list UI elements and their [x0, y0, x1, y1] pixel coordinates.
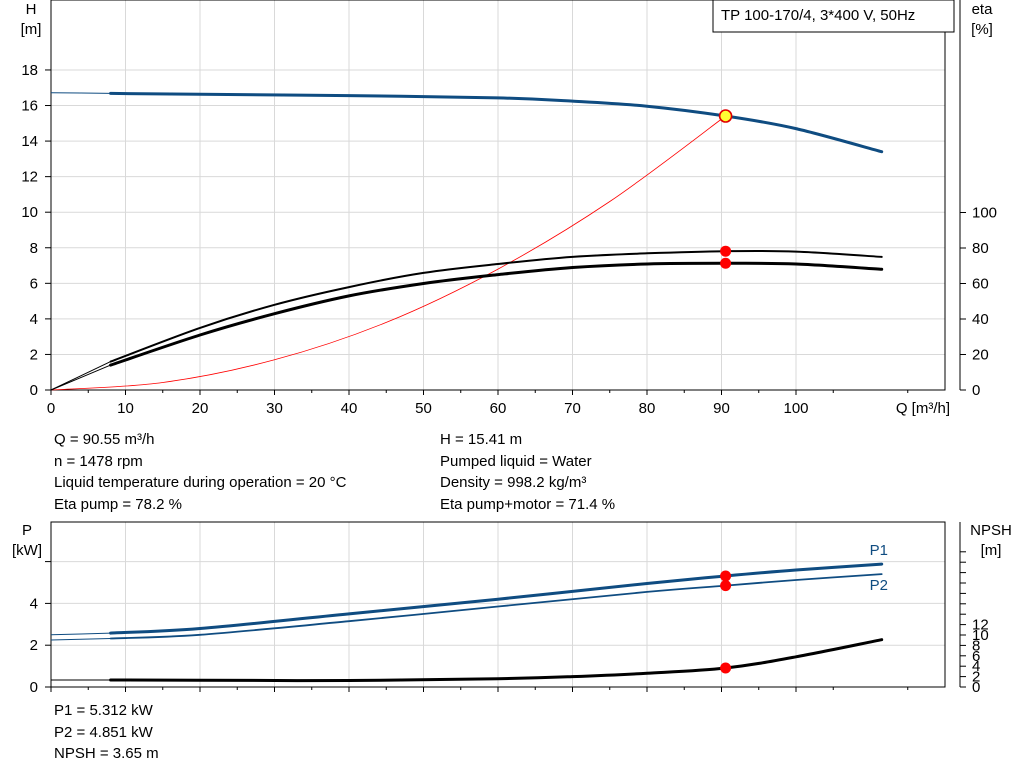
- x-tick-label: 70: [564, 400, 581, 417]
- head-value: H = 15.41 m: [440, 431, 523, 448]
- eta-pump-motor-operating-point: [720, 257, 732, 269]
- y-right-tick-label: 2: [972, 669, 980, 686]
- top-chart-grid: [51, 0, 945, 390]
- y-left-tick-label: 2: [30, 637, 38, 654]
- y-right-tick-label: 6: [972, 648, 980, 665]
- top-left-axis-unit: [m]: [21, 21, 42, 38]
- y-right-tick-label: 80: [972, 240, 989, 257]
- top-left-axis-ticks: 0 2 4 6 8 10 12 14 16 18: [21, 62, 51, 399]
- x-tick-label: 90: [713, 400, 730, 417]
- y-left-tick-label: 0: [30, 679, 38, 696]
- y-right-tick-label: 4: [972, 658, 980, 675]
- p1-value: P1 = 5.312 kW: [54, 702, 153, 719]
- top-right-axis-title: eta: [972, 1, 994, 18]
- operating-info-left: Q = 90.55 m³/h n = 1478 rpm Liquid tempe…: [54, 429, 346, 515]
- x-tick-label: 10: [117, 400, 134, 417]
- y-right-tick-label: 60: [972, 276, 989, 293]
- pump-legend-box: TP 100-170/4, 3*400 V, 50Hz: [712, 0, 955, 33]
- y-left-tick-label: 4: [30, 311, 38, 328]
- y-right-tick-label: 40: [972, 311, 989, 328]
- y-left-tick-label: 16: [21, 98, 38, 115]
- bottom-x-axis: [50, 687, 909, 692]
- pump-legend-frame: [712, 0, 955, 33]
- y-left-tick-label: 12: [21, 169, 38, 186]
- flow-value: Q = 90.55 m³/h: [54, 431, 155, 448]
- y-left-tick-label: 14: [21, 133, 38, 150]
- P1-curve-extension: [50, 632, 111, 636]
- bottom-left-axis-ticks: 0 2 4: [30, 561, 51, 696]
- eta-pump-curve: [109, 249, 883, 363]
- y-left-tick-label: 0: [30, 382, 38, 399]
- y-right-tick-label: 8: [972, 637, 980, 654]
- y-right-tick-label: 10: [972, 627, 989, 644]
- top-left-axis-title: H: [26, 1, 37, 18]
- bottom-right-axis-unit: [m]: [981, 542, 1002, 559]
- top-x-axis-label: Q [m³/h]: [896, 400, 950, 417]
- P1-operating-point: [720, 570, 732, 582]
- bottom-chart-series: P1 P2: [50, 542, 888, 683]
- power-info: P1 = 5.312 kW P2 = 4.851 kW NPSH = 3.65 …: [54, 700, 159, 765]
- x-tick-label: 100: [783, 400, 808, 417]
- liquid-temperature-value: Liquid temperature during operation = 20…: [54, 474, 347, 491]
- bottom-left-axis-unit: [kW]: [12, 542, 42, 559]
- x-tick-label: 30: [266, 400, 283, 417]
- P2-curve: [109, 573, 883, 640]
- eta-pump-operating-point: [720, 245, 732, 257]
- eta-pump-motor-curve-extension: [50, 364, 111, 391]
- y-right-tick-label: 0: [972, 679, 980, 696]
- x-tick-label: 40: [341, 400, 358, 417]
- P2-operating-point: [720, 580, 732, 592]
- y-left-tick-label: 8: [30, 240, 38, 257]
- P1-series-label: P1: [870, 542, 888, 559]
- pumped-liquid-value: Pumped liquid = Water: [440, 452, 592, 470]
- eta-pump-motor-curve: [109, 261, 884, 367]
- head-operating-point: [718, 109, 733, 123]
- y-right-tick-label: 100: [972, 205, 997, 222]
- pump-legend-text: TP 100-170/4, 3*400 V, 50Hz: [721, 7, 915, 24]
- y-left-tick-label: 2: [30, 346, 38, 363]
- y-left-tick-label: 18: [21, 62, 38, 79]
- y-left-tick-label: 10: [21, 204, 38, 221]
- P1-curve: [109, 562, 884, 635]
- y-left-tick-label: 4: [30, 595, 38, 612]
- head-curve-extension: [50, 92, 111, 94]
- head-curve: [109, 91, 884, 154]
- x-tick-label: 60: [490, 400, 507, 417]
- bottom-chart-grid: [51, 522, 945, 687]
- operating-info-right: H = 15.41 m Pumped liquid = Water Densit…: [440, 429, 615, 515]
- top-right-axis-ticks: 0 20 40 60 80 100: [960, 205, 997, 399]
- x-tick-label: 20: [192, 400, 209, 417]
- P2-curve-extension: [50, 638, 111, 641]
- bottom-left-axis-title: P: [22, 522, 32, 539]
- x-tick-label: 80: [639, 400, 656, 417]
- p2-value: P2 = 4.851 kW: [54, 723, 153, 741]
- NPSH-operating-point: [720, 662, 732, 674]
- top-chart-series: [50, 91, 884, 391]
- top-x-axis: 0 10 20 30 40 50 60 70 80 90 100: [47, 390, 909, 417]
- NPSH-curve: [109, 638, 884, 683]
- bottom-right-axis-title: NPSH: [970, 522, 1012, 539]
- x-tick-label: 0: [47, 400, 55, 417]
- eta-pump-motor-value: Eta pump+motor = 71.4 %: [440, 495, 616, 513]
- top-right-axis-unit: [%]: [971, 21, 993, 38]
- y-right-tick-label: 0: [972, 382, 980, 399]
- y-right-tick-label: 12: [972, 617, 989, 634]
- density-value: Density = 998.2 kg/m³: [440, 474, 587, 491]
- speed-value: n = 1478 rpm: [54, 452, 143, 470]
- y-left-tick-label: 6: [30, 275, 38, 292]
- system-curve: [50, 115, 726, 391]
- y-right-tick-label: 20: [972, 347, 989, 364]
- npsh-value: NPSH = 3.65 m: [54, 745, 159, 762]
- eta-pump-value: Eta pump = 78.2 %: [54, 495, 182, 513]
- P2-series-label: P2: [870, 577, 888, 594]
- x-tick-label: 50: [415, 400, 432, 417]
